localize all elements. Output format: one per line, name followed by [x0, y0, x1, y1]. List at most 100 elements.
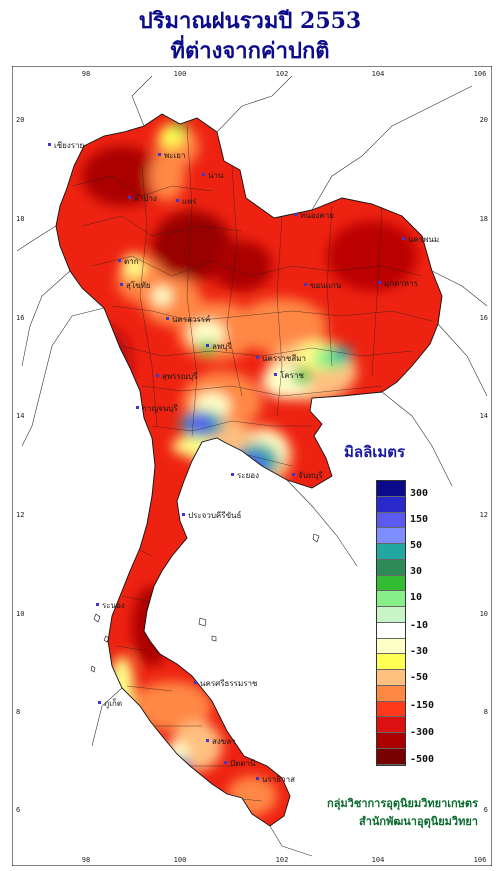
x-tick-label-bottom: 98 [82, 856, 90, 864]
x-tick-label-bottom: 106 [474, 856, 487, 864]
legend-swatch [377, 591, 405, 608]
station-marker [292, 473, 295, 476]
color-legend [376, 480, 406, 766]
legend-swatch [377, 575, 405, 592]
neighbor-borders [16, 75, 488, 857]
province-label: ตาก [124, 257, 139, 266]
legend-swatch [377, 544, 405, 560]
station-marker [96, 603, 99, 606]
legend-swatch [377, 528, 405, 545]
station-marker [304, 283, 307, 286]
y-tick-label-left: 20 [16, 116, 24, 124]
legend-swatch [377, 717, 405, 734]
x-tick-label-top: 104 [372, 70, 385, 78]
x-tick-label-bottom: 104 [372, 856, 385, 864]
station-marker [48, 143, 51, 146]
province-label: นครพนม [408, 235, 439, 244]
legend-swatch [377, 496, 405, 513]
station-marker [156, 374, 159, 377]
x-ticks-bottom: 98 100 102 104 106 [82, 856, 487, 864]
station-marker [378, 281, 381, 284]
province-label: มุกดาหาร [384, 279, 419, 288]
station-marker [182, 513, 185, 516]
legend-swatch [377, 481, 405, 497]
province-label: ปัตตานี [230, 759, 256, 768]
legend-label: -150 [410, 700, 435, 711]
station-marker [231, 473, 234, 476]
legend-label: -10 [410, 620, 429, 631]
station-marker [274, 373, 277, 376]
province-label: สุโขทัย [126, 280, 151, 290]
station-marker [98, 701, 101, 704]
province-label: นครราชสีมา [262, 354, 306, 363]
legend-swatch [377, 701, 405, 718]
province-label: ขอนแก่น [310, 281, 342, 290]
province-label: น่าน [208, 171, 224, 180]
credit-line2: สำนักพัฒนาอุตุนิยมวิทยา [359, 815, 478, 828]
station-marker [166, 317, 169, 320]
province-label: นครศรีธรรมราช [200, 679, 258, 688]
y-tick-label-right: 6 [484, 806, 488, 814]
legend-label: -300 [410, 727, 435, 738]
province-label: แพร่ [182, 197, 197, 206]
station-marker [158, 153, 161, 156]
station-marker [294, 213, 297, 216]
station-marker [206, 739, 209, 742]
province-label: ภูเก็ต [104, 698, 122, 709]
legend-swatch [377, 512, 405, 529]
station-marker [256, 356, 259, 359]
y-tick-label-left: 8 [16, 708, 20, 716]
y-tick-label-left: 18 [16, 215, 24, 223]
legend-swatch [377, 654, 405, 671]
legend-swatch [377, 670, 405, 686]
province-label: ลำปาง [134, 194, 157, 203]
station-marker [118, 259, 121, 262]
legend-label: 30 [410, 566, 423, 577]
legend-swatch [377, 638, 405, 655]
x-tick-label-bottom: 102 [276, 856, 289, 864]
station-marker [136, 406, 139, 409]
station-marker [224, 761, 227, 764]
legend-label: -500 [410, 754, 435, 765]
y-tick-label-left: 10 [16, 610, 24, 618]
province-label: ลพบุรี [212, 342, 232, 351]
x-tick-label-bottom: 100 [174, 856, 187, 864]
map-title-line2: ที่ต่างจากค่าปกติ [170, 38, 330, 64]
province-label: พะเยา [164, 151, 185, 160]
x-tick-label-top: 102 [276, 70, 289, 78]
station-marker [202, 173, 205, 176]
station-marker [256, 777, 259, 780]
y-tick-label-right: 16 [480, 314, 488, 322]
province-label: เชียงราย [54, 141, 84, 150]
legend-label: 10 [410, 592, 423, 603]
legend-title: มิลลิเมตร [344, 443, 406, 461]
station-marker [206, 344, 209, 347]
legend-swatch [377, 622, 405, 639]
credit-line1: กลุ่มวิชาการอุตุนิยมวิทยาเกษตร [327, 797, 478, 810]
province-label: ประจวบคีรีขันธ์ [188, 510, 242, 520]
y-tick-label-right: 12 [480, 511, 488, 519]
legend-swatch [377, 559, 405, 576]
y-ticks-left: 20 18 16 14 12 10 8 6 [16, 116, 24, 814]
province-label: กาญจนบุรี [142, 404, 178, 413]
legend-swatch [377, 733, 405, 750]
y-tick-label-left: 16 [16, 314, 24, 322]
legend-swatch [377, 749, 405, 765]
legend-swatch [377, 685, 405, 702]
province-label: ระนอง [102, 601, 125, 610]
rainfall-anomaly-map: 98 100 102 104 106 98 100 102 104 106 2018161412… [12, 66, 492, 866]
y-tick-label-left: 14 [16, 412, 24, 420]
y-tick-label-left: 12 [16, 511, 24, 519]
province-label: นครสวรรค์ [172, 314, 210, 324]
legend-label: 150 [410, 514, 429, 525]
x-ticks-top: 98 100 102 104 106 [82, 70, 487, 78]
province-label: สงขลา [212, 737, 236, 746]
province-label: หนองคาย [300, 211, 334, 220]
y-tick-label-right: 20 [480, 116, 488, 124]
legend-label: -30 [410, 646, 429, 657]
station-marker [176, 199, 179, 202]
legend-label: -50 [410, 672, 429, 683]
y-ticks-right: 20 18 16 14 12 10 8 6 [480, 116, 488, 814]
province-label: ระยอง [237, 471, 259, 480]
